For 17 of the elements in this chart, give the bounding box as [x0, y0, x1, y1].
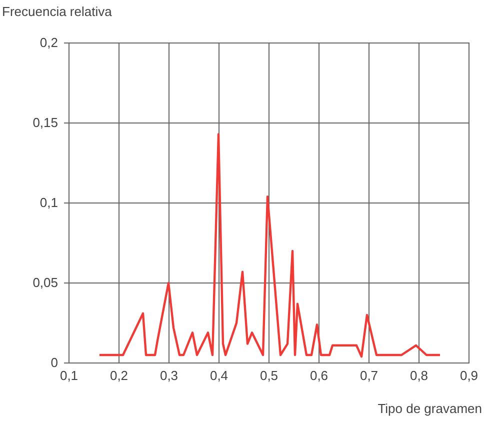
- y-tick-label: 0,15: [32, 115, 58, 130]
- y-tick-label: 0,05: [32, 275, 58, 290]
- x-tick-label: 0,4: [210, 368, 228, 384]
- y-axis-title: Frecuencia relativa: [2, 4, 113, 19]
- x-tick-label: 0,8: [410, 368, 428, 384]
- x-tick-label: 0,6: [310, 368, 328, 384]
- y-tick-label: 0: [50, 355, 58, 370]
- y-tick-label: 0,2: [40, 35, 58, 50]
- x-tick-label: 0,2: [110, 368, 128, 384]
- line-series: [98, 133, 442, 358]
- x-tick-label: 0,5: [260, 368, 278, 384]
- x-tick-label: 0,3: [160, 368, 178, 384]
- x-tick-label: 0,7: [360, 368, 378, 384]
- x-tick-label: 0,9: [460, 368, 478, 384]
- y-tick-label: 0,1: [40, 195, 58, 210]
- x-axis-title: Tipo de gravamen: [378, 401, 482, 416]
- x-tick-label: 0,1: [60, 368, 78, 384]
